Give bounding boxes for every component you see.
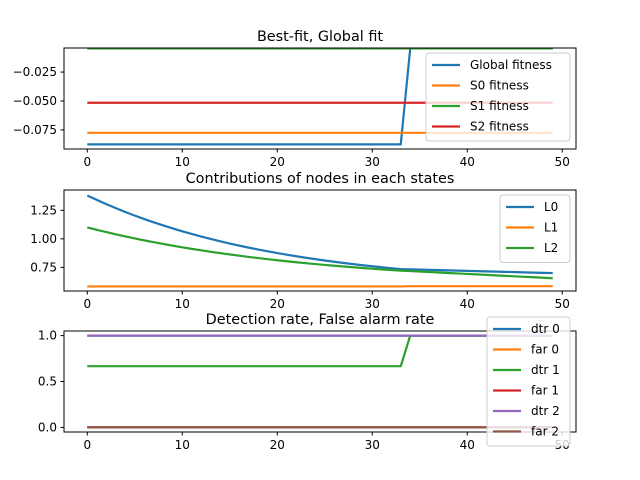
x-tick-label: 10 [175, 438, 190, 452]
x-tick-label: 10 [175, 297, 190, 311]
y-tick-label: −0.075 [13, 123, 57, 137]
series-line-l0 [86, 194, 553, 275]
legend-label: far 1 [531, 384, 559, 398]
legend-box [499, 194, 571, 263]
legend-label: Global fitness [470, 58, 552, 72]
y-tick-label: −0.050 [13, 94, 57, 108]
x-tick-label: 40 [460, 155, 475, 169]
series-group-1 [86, 194, 553, 288]
chart-title-2: Detection rate, False alarm rate [206, 312, 435, 328]
legend-label: dtr 1 [531, 363, 560, 377]
series-group-2 [87, 334, 553, 429]
y-tick-label: 1.0 [38, 329, 57, 343]
x-tick-label: 50 [555, 297, 570, 311]
legend-label: dtr 2 [531, 404, 560, 418]
y-tick-label: 0.5 [38, 375, 57, 389]
legend-label: far 2 [531, 425, 559, 439]
chart-panel-0: Best-fit, Global fit 0 10 20 30 40 50 −0.025 −0.… [13, 29, 577, 169]
legend-label: dtr 0 [531, 322, 560, 336]
x-tick-label: 30 [365, 438, 380, 452]
chart-panel-2: Detection rate, False alarm rate 0 10 20 30 4… [38, 312, 577, 452]
x-tick-label: 20 [270, 297, 285, 311]
y-tick-label: 1.25 [30, 203, 57, 217]
y-tick-label: 0.75 [30, 260, 57, 274]
x-tick-label: 0 [83, 155, 91, 169]
x-tick-label: 10 [175, 155, 190, 169]
x-tick-label: 30 [365, 155, 380, 169]
legend-label: L1 [544, 221, 558, 235]
x-tick-label: 20 [270, 438, 285, 452]
x-tick-label: 40 [460, 438, 475, 452]
x-tick-label: 40 [460, 297, 475, 311]
legend-label: L0 [544, 200, 558, 214]
y-tick-label: 0.0 [38, 420, 57, 434]
axes-frame-1 [63, 189, 577, 292]
x-tick-label: 20 [270, 155, 285, 169]
y-tick-label: −0.025 [13, 65, 57, 79]
chart-title-0: Best-fit, Global fit [257, 29, 383, 45]
chart-panel-1: Contributions of nodes in each states 0 10… [30, 171, 577, 311]
x-tick-label: 30 [365, 297, 380, 311]
legend-box [425, 52, 571, 142]
panels: Best-fit, Global fit 0 10 20 30 40 50 −0.025 −0.… [13, 29, 577, 452]
x-tick-label: 50 [555, 155, 570, 169]
y-tick-label: 1.00 [30, 232, 57, 246]
axes-frame-0 [63, 47, 577, 150]
chart-title-1: Contributions of nodes in each states [186, 171, 455, 187]
x-tick-label: 0 [83, 297, 91, 311]
legend-label: S1 fitness [470, 99, 529, 113]
legend-label: S0 fitness [470, 79, 529, 93]
legend-label: S2 fitness [470, 120, 529, 134]
series-line-l2 [87, 226, 553, 280]
legend-0: Global fitness S0 fitness S1 fitness S2 fit… [425, 52, 571, 142]
legend-label: far 0 [531, 343, 559, 357]
x-tick-label: 0 [83, 438, 91, 452]
legend-label: L2 [544, 241, 558, 255]
legend-2: dtr 0 far 0 dtr 1 far 1 dtr 2 far 2 [486, 316, 571, 447]
legend-1: L0 L1 L2 [499, 194, 571, 263]
